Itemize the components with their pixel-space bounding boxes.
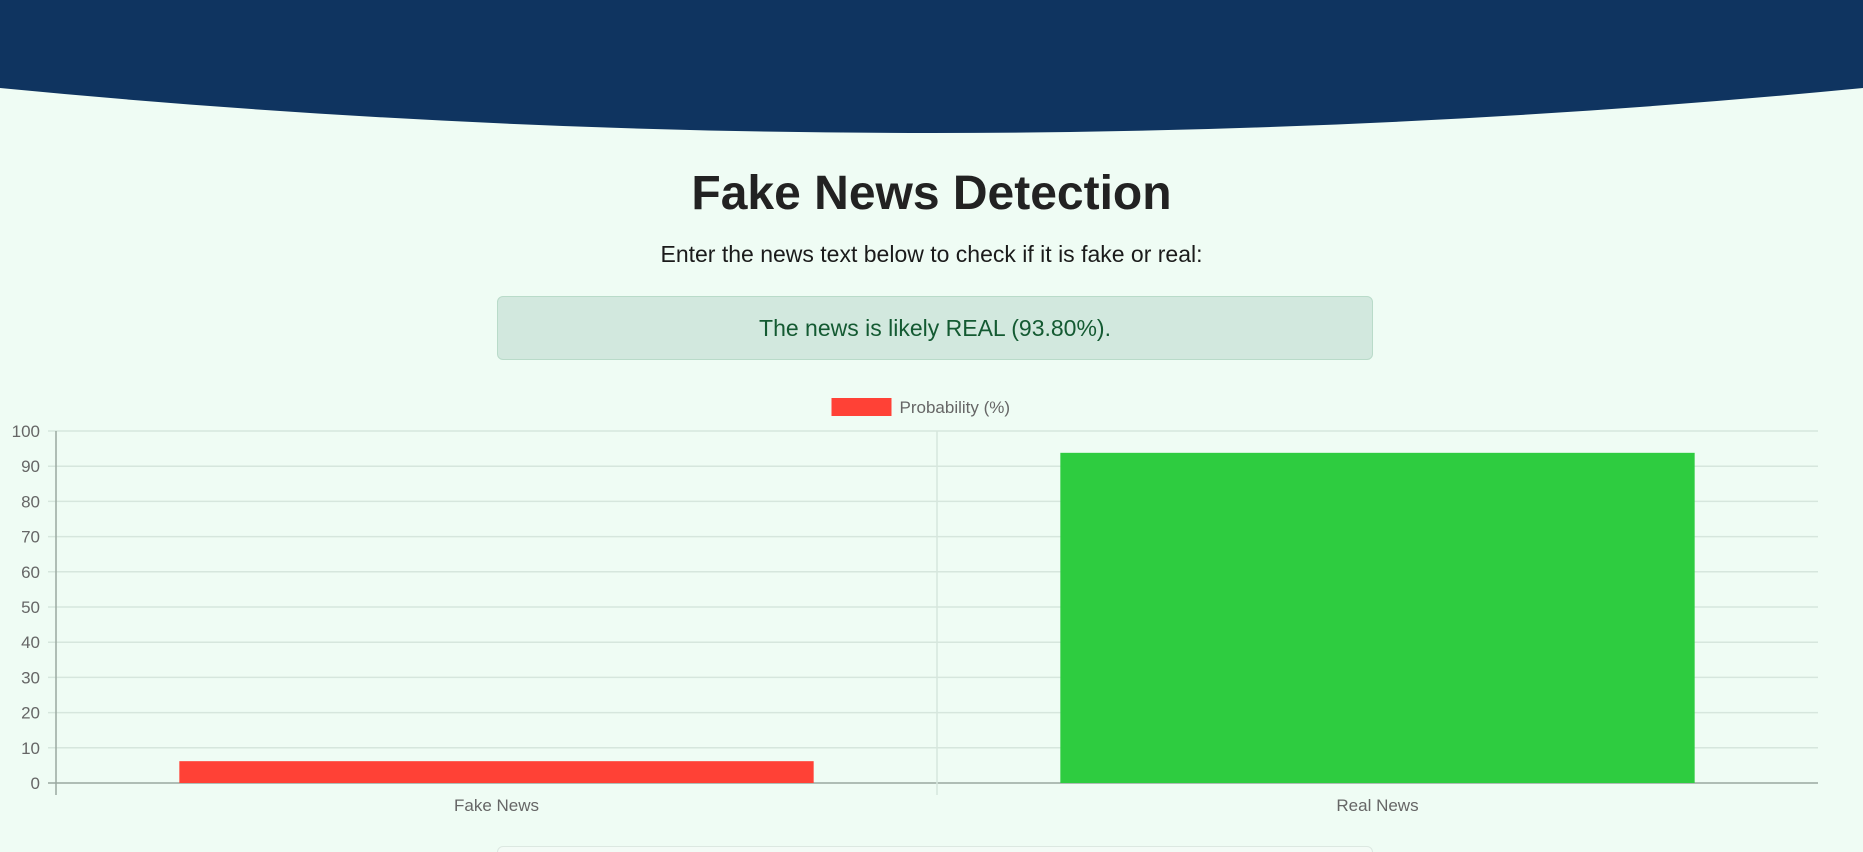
bar-fake-news: [179, 761, 814, 783]
x-tick-label: Real News: [1336, 796, 1418, 815]
y-tick-label: 30: [21, 668, 40, 687]
y-tick-label: 10: [21, 739, 40, 758]
header-wave: [0, 0, 1863, 133]
bottom-card: [497, 846, 1373, 852]
result-alert: The news is likely REAL (93.80%).: [497, 296, 1373, 360]
header-wave-shape: [0, 0, 1863, 133]
legend-swatch: [831, 398, 892, 416]
bar-real-news: [1060, 452, 1695, 783]
y-tick-label: 80: [21, 492, 40, 511]
result-message: The news is likely REAL (93.80%).: [759, 314, 1111, 341]
y-tick-label: 90: [21, 457, 40, 476]
y-tick-label: 0: [31, 774, 40, 793]
y-tick-label: 60: [21, 563, 40, 582]
page-title: Fake News Detection: [691, 167, 1172, 220]
y-tick-label: 70: [21, 528, 40, 547]
probability-bar-chart: 0 10 20 30 40 50 60 70 80 90 100 Fake News Real News…: [12, 398, 1818, 815]
page-subtitle: Enter the news text below to check if it…: [660, 241, 1203, 267]
y-tick-label: 50: [21, 598, 40, 617]
x-tick-label: Fake News: [454, 796, 539, 815]
y-tick-label: 100: [12, 422, 40, 441]
y-tick-label: 40: [21, 633, 40, 652]
y-tick-label: 20: [21, 704, 40, 723]
legend-label: Probability (%): [900, 398, 1011, 417]
